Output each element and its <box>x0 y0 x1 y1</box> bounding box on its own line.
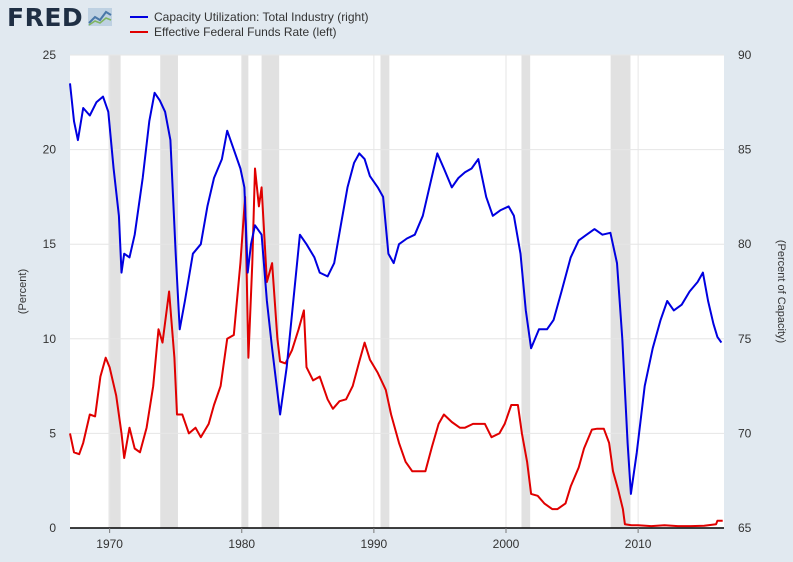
legend-label-fedfunds: Effective Federal Funds Rate (left) <box>154 25 337 39</box>
right-tick-label-5: 90 <box>738 48 752 62</box>
x-tick-label-1: 1980 <box>228 537 255 551</box>
x-tick-label-3: 2000 <box>493 537 520 551</box>
left-tick-label-0: 0 <box>49 521 56 535</box>
right-tick-label-1: 70 <box>738 426 752 440</box>
x-tick-label-4: 2010 <box>625 537 652 551</box>
chart-header: FRED Capacity Utilization: Total Industr… <box>0 0 793 46</box>
left-tick-label-3: 15 <box>43 237 57 251</box>
right-tick-label-4: 85 <box>738 143 752 157</box>
recession-band-5 <box>521 55 531 528</box>
right-tick-label-0: 65 <box>738 521 752 535</box>
x-tick-label-2: 1990 <box>361 537 388 551</box>
recession-band-6 <box>610 55 631 528</box>
fred-logo: FRED <box>7 3 84 32</box>
right-axis-label: (Percent of Capacity) <box>775 240 787 343</box>
left-axis-ticks: 0 5 10 15 20 25 <box>43 48 57 535</box>
legend-swatch-capacity <box>130 16 148 18</box>
series-line-1 <box>69 167 723 528</box>
recession-band-2 <box>241 55 249 528</box>
right-tick-label-2: 75 <box>738 332 752 346</box>
legend-swatch-fedfunds <box>130 31 148 33</box>
fred-logo-chart-icon <box>88 8 112 26</box>
recession-band-4 <box>380 55 390 528</box>
right-axis-ticks: 65 70 75 80 85 90 <box>738 48 752 535</box>
recession-band-3 <box>261 55 280 528</box>
left-tick-label-2: 10 <box>43 332 57 346</box>
series-line-0 <box>69 83 723 495</box>
left-tick-label-5: 25 <box>43 48 57 62</box>
x-axis-ticks: 1970 1980 1990 2000 2010 <box>96 528 652 551</box>
legend-entry-capacity: Capacity Utilization: Total Industry (ri… <box>130 9 369 25</box>
left-tick-label-4: 20 <box>43 143 57 157</box>
left-axis-label: (Percent) <box>17 269 29 314</box>
left-tick-label-1: 5 <box>49 426 56 440</box>
series-lines <box>69 83 723 528</box>
x-tick-label-0: 1970 <box>96 537 123 551</box>
legend-label-capacity: Capacity Utilization: Total Industry (ri… <box>154 10 369 24</box>
legend-entry-fedfunds: Effective Federal Funds Rate (left) <box>130 24 337 40</box>
right-tick-label-3: 80 <box>738 237 752 251</box>
